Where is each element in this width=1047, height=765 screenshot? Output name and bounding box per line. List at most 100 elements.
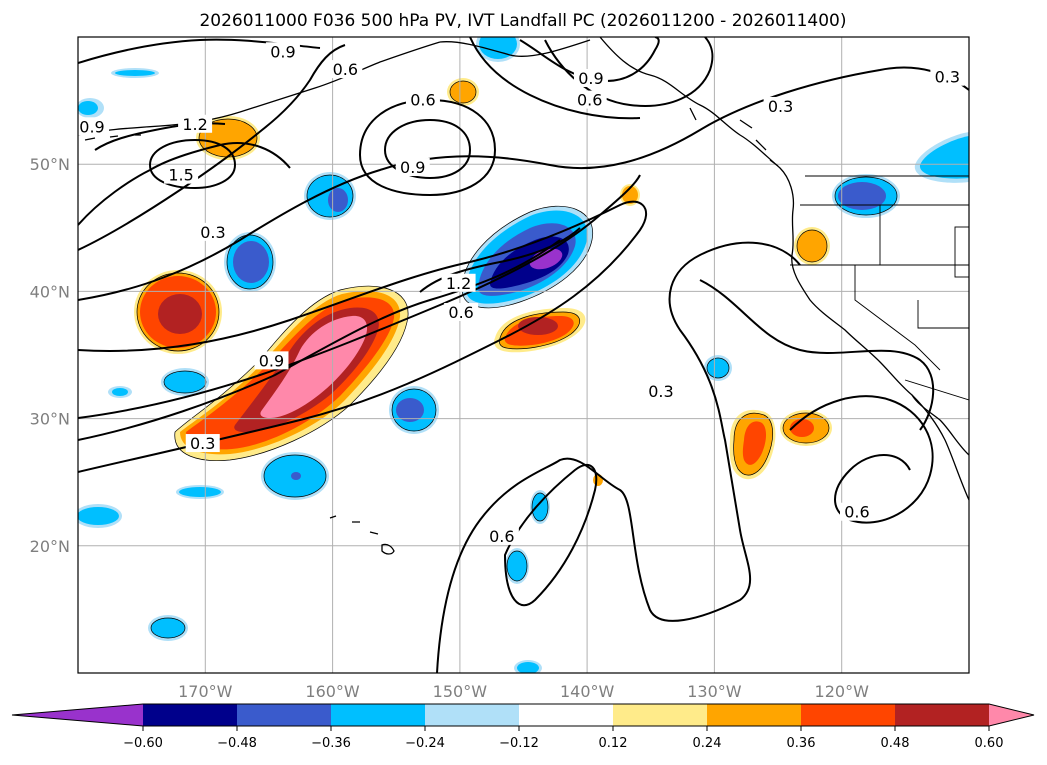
contour-label-bg [195,222,230,241]
state-border-ca-nv [854,265,941,371]
contour-0.9-mid [78,239,561,441]
contour-label-bg [763,96,798,115]
contour-label-text: 1.2 [446,274,471,293]
colorbar-segment [707,704,802,726]
longitude-labels: 170°W 160°W 150°W 140°W 130°W 120°W [178,682,869,701]
hawaii-islands [329,515,395,555]
colorbar-segment [895,704,990,726]
contour-label-text: 1.2 [182,115,207,134]
contour-1.5-loop [148,138,237,190]
contour-0.3-main [78,200,647,473]
lon-tick-label: 160°W [305,682,360,701]
contour-label-text: 0.3 [648,382,673,401]
contour-label-text: 0.6 [448,303,473,322]
contour-label-bg [254,351,289,370]
shading-outlines [136,80,898,639]
contour-label: 0.6 [444,303,479,322]
colorbar-tick-label: −0.24 [405,736,445,751]
contour-label-bg [441,273,476,292]
contour-label: 0.6 [572,90,607,110]
political-borders [790,175,969,401]
lon-tick-label: 170°W [178,682,233,701]
latitude-labels: 20°N 30°N 40°N 50°N [30,155,70,556]
contour-label-text: 0.6 [577,91,602,110]
lat-tick-label: 30°N [30,410,70,429]
contour-label-text: 0.9 [79,117,104,136]
contour-label-text: 0.3 [190,434,215,453]
contour-label-bg [484,526,519,545]
contour-label: 0.6 [839,502,874,522]
contour-label-text: 0.6 [489,527,514,546]
colorbar-tick-label: −0.12 [499,736,539,751]
contour-label: 0.3 [195,222,230,242]
contour-0.6-bend [699,279,935,431]
alaska-south-coast [439,39,591,57]
lon-tick-label: 120°W [815,682,870,701]
colorbar-tick-label: −0.48 [217,736,257,751]
colorbar-tick-label: 0.60 [975,736,1004,751]
contour-label-bg [572,90,607,109]
contour-label: 1.2 [441,273,476,293]
lat-tick-label: 40°N [30,282,70,301]
state-border-nv-az [917,300,969,329]
contour-label: 1.2 [178,114,213,134]
contour-label-bg [328,60,363,79]
map-panel: 0.9 0.6 0.9 1.2 1.5 0.3 0.6 0.9 0.9 0.6 0.3 0.3 1.2 0… [78,37,969,673]
contour-0.3-north [78,66,969,301]
colorbar-tick-label: 0.48 [881,736,910,751]
contour-label-bg [395,158,430,177]
colorbar-tick-label: 0.12 [599,736,628,751]
lon-tick-label: 130°W [687,682,742,701]
contour-label-text: 0.6 [844,503,869,522]
colorbar-segment [237,704,332,726]
contour-label-bg [930,67,965,86]
map-title: 2026011000 F036 500 hPa PV, IVT Landfall… [199,11,846,31]
contour-label-bg [405,90,440,109]
contour-0.9-northeast [519,37,660,82]
contour-label-bg [444,303,479,322]
colorbar-segment [519,704,614,726]
contour-label: 0.9 [78,117,110,136]
contour-0.9-west [78,141,291,226]
contour-label-bg [839,502,874,521]
contour-label-bg [78,117,110,136]
contour-label-text: 0.3 [935,68,960,87]
lon-tick-label: 150°W [433,682,488,701]
colorbar-segment [143,704,238,726]
colorbar-extend-max [989,704,1034,726]
contour-label-text: 0.3 [200,223,225,242]
contour-label-bg [265,42,300,61]
colorbar-segment [425,704,520,726]
contour-label-text: 0.9 [400,158,425,177]
contour-label-bg [573,68,608,87]
lon-tick-label: 140°W [560,682,615,701]
colorbar-segment [801,704,896,726]
contour-label: 0.3 [643,381,678,401]
contour-label: 1.5 [164,165,199,185]
lat-tick-label: 50°N [30,155,70,174]
contour-label-text: 0.9 [270,42,295,61]
colorbar-tick-label: −0.60 [123,736,163,751]
contour-label: 0.6 [484,526,519,546]
baja-gulf-coast [911,394,969,456]
contour-0.6-loop-sw [503,463,598,607]
contour-label: 0.9 [395,158,430,177]
contour-label-bg [164,165,199,184]
mexico-border [904,379,969,401]
lat-tick-label: 20°N [30,537,70,556]
contour-label-bg [643,381,678,400]
contour-label: 0.3 [763,96,798,116]
positive-anomaly-central [494,308,586,353]
colorbar-segment [331,704,426,726]
contour-label: 0.3 [930,67,965,87]
contour-label: 0.6 [328,60,363,79]
colorbar: −0.60 −0.48 −0.36 −0.24 −0.12 0.12 0.24 0.36 0.4… [11,703,1035,751]
alaska-peninsula [78,41,441,136]
contour-labels: 0.9 0.6 0.9 1.2 1.5 0.3 0.6 0.9 0.9 0.6 0.3 0.3 1.2 0… [78,42,965,546]
contour-0.6-mid [78,174,641,419]
coastlines [78,37,969,555]
contour-label-text: 0.3 [768,97,793,116]
contour-1.2-mid [419,227,581,293]
contour-0.6-loop-upper [358,98,497,197]
contour-label-text: 1.5 [168,166,193,185]
